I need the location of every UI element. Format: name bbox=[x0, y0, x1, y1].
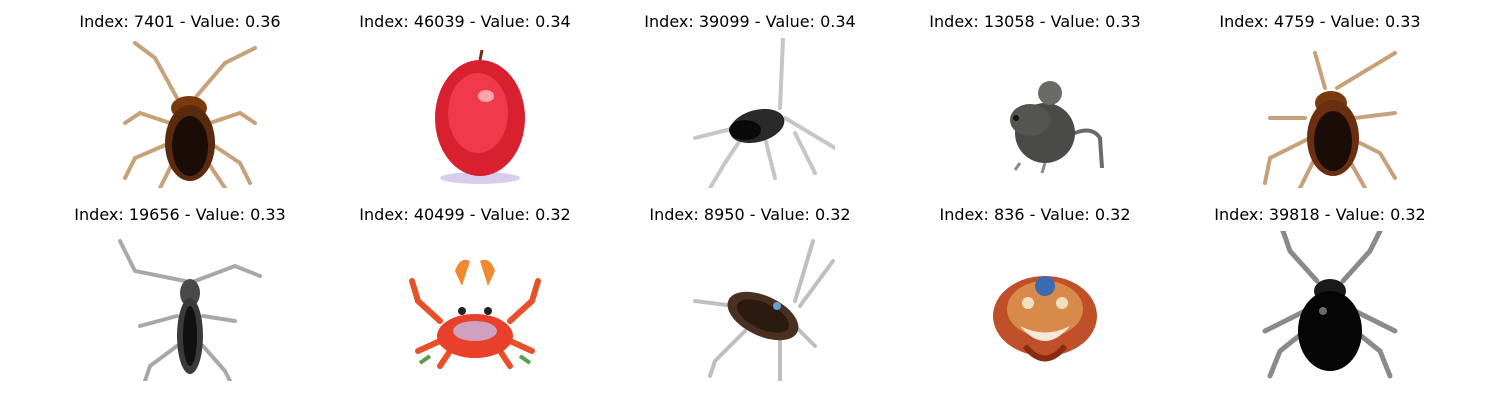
image-title: Index: 836 - Value: 0.32 bbox=[939, 205, 1131, 224]
grid-cell: Index: 40499 - Value: 0.32 bbox=[315, 193, 615, 386]
image-title: Index: 39099 - Value: 0.34 bbox=[644, 12, 856, 31]
grid-cell: Index: 836 - Value: 0.32 bbox=[885, 193, 1185, 386]
grid-cell: Index: 13058 - Value: 0.33 bbox=[885, 0, 1185, 193]
image-title: Index: 19656 - Value: 0.33 bbox=[74, 205, 286, 224]
cricket-image bbox=[693, 38, 835, 188]
grid-cell: Index: 39099 - Value: 0.34 bbox=[600, 0, 900, 193]
image-title: Index: 13058 - Value: 0.33 bbox=[929, 12, 1141, 31]
grid-cell: Index: 8950 - Value: 0.32 bbox=[600, 193, 900, 386]
cockroach-image bbox=[123, 41, 257, 188]
grid-cell: Index: 39818 - Value: 0.32 bbox=[1170, 193, 1470, 386]
image-title: Index: 39818 - Value: 0.32 bbox=[1214, 205, 1426, 224]
red-apple-image bbox=[435, 49, 525, 184]
longhorn-beetle-image bbox=[118, 239, 262, 381]
crab-image bbox=[993, 276, 1097, 362]
image-title: Index: 7401 - Value: 0.36 bbox=[79, 12, 281, 31]
grid-cell: Index: 46039 - Value: 0.34 bbox=[315, 0, 615, 193]
image-title: Index: 46039 - Value: 0.34 bbox=[359, 12, 571, 31]
image-title: Index: 4759 - Value: 0.33 bbox=[1219, 12, 1421, 31]
black-beetle-image bbox=[1262, 231, 1398, 379]
grid-cell: Index: 19656 - Value: 0.33 bbox=[30, 193, 330, 386]
grid-cell: Index: 7401 - Value: 0.36 bbox=[30, 0, 330, 193]
image-title: Index: 40499 - Value: 0.32 bbox=[359, 205, 571, 224]
grid-cell: Index: 4759 - Value: 0.33 bbox=[1170, 0, 1470, 193]
cockroach-image bbox=[1263, 51, 1397, 188]
mouse-image bbox=[1010, 81, 1104, 174]
cockroach-image bbox=[693, 239, 835, 381]
red-crab-image bbox=[409, 259, 541, 369]
image-title: Index: 8950 - Value: 0.32 bbox=[649, 205, 851, 224]
